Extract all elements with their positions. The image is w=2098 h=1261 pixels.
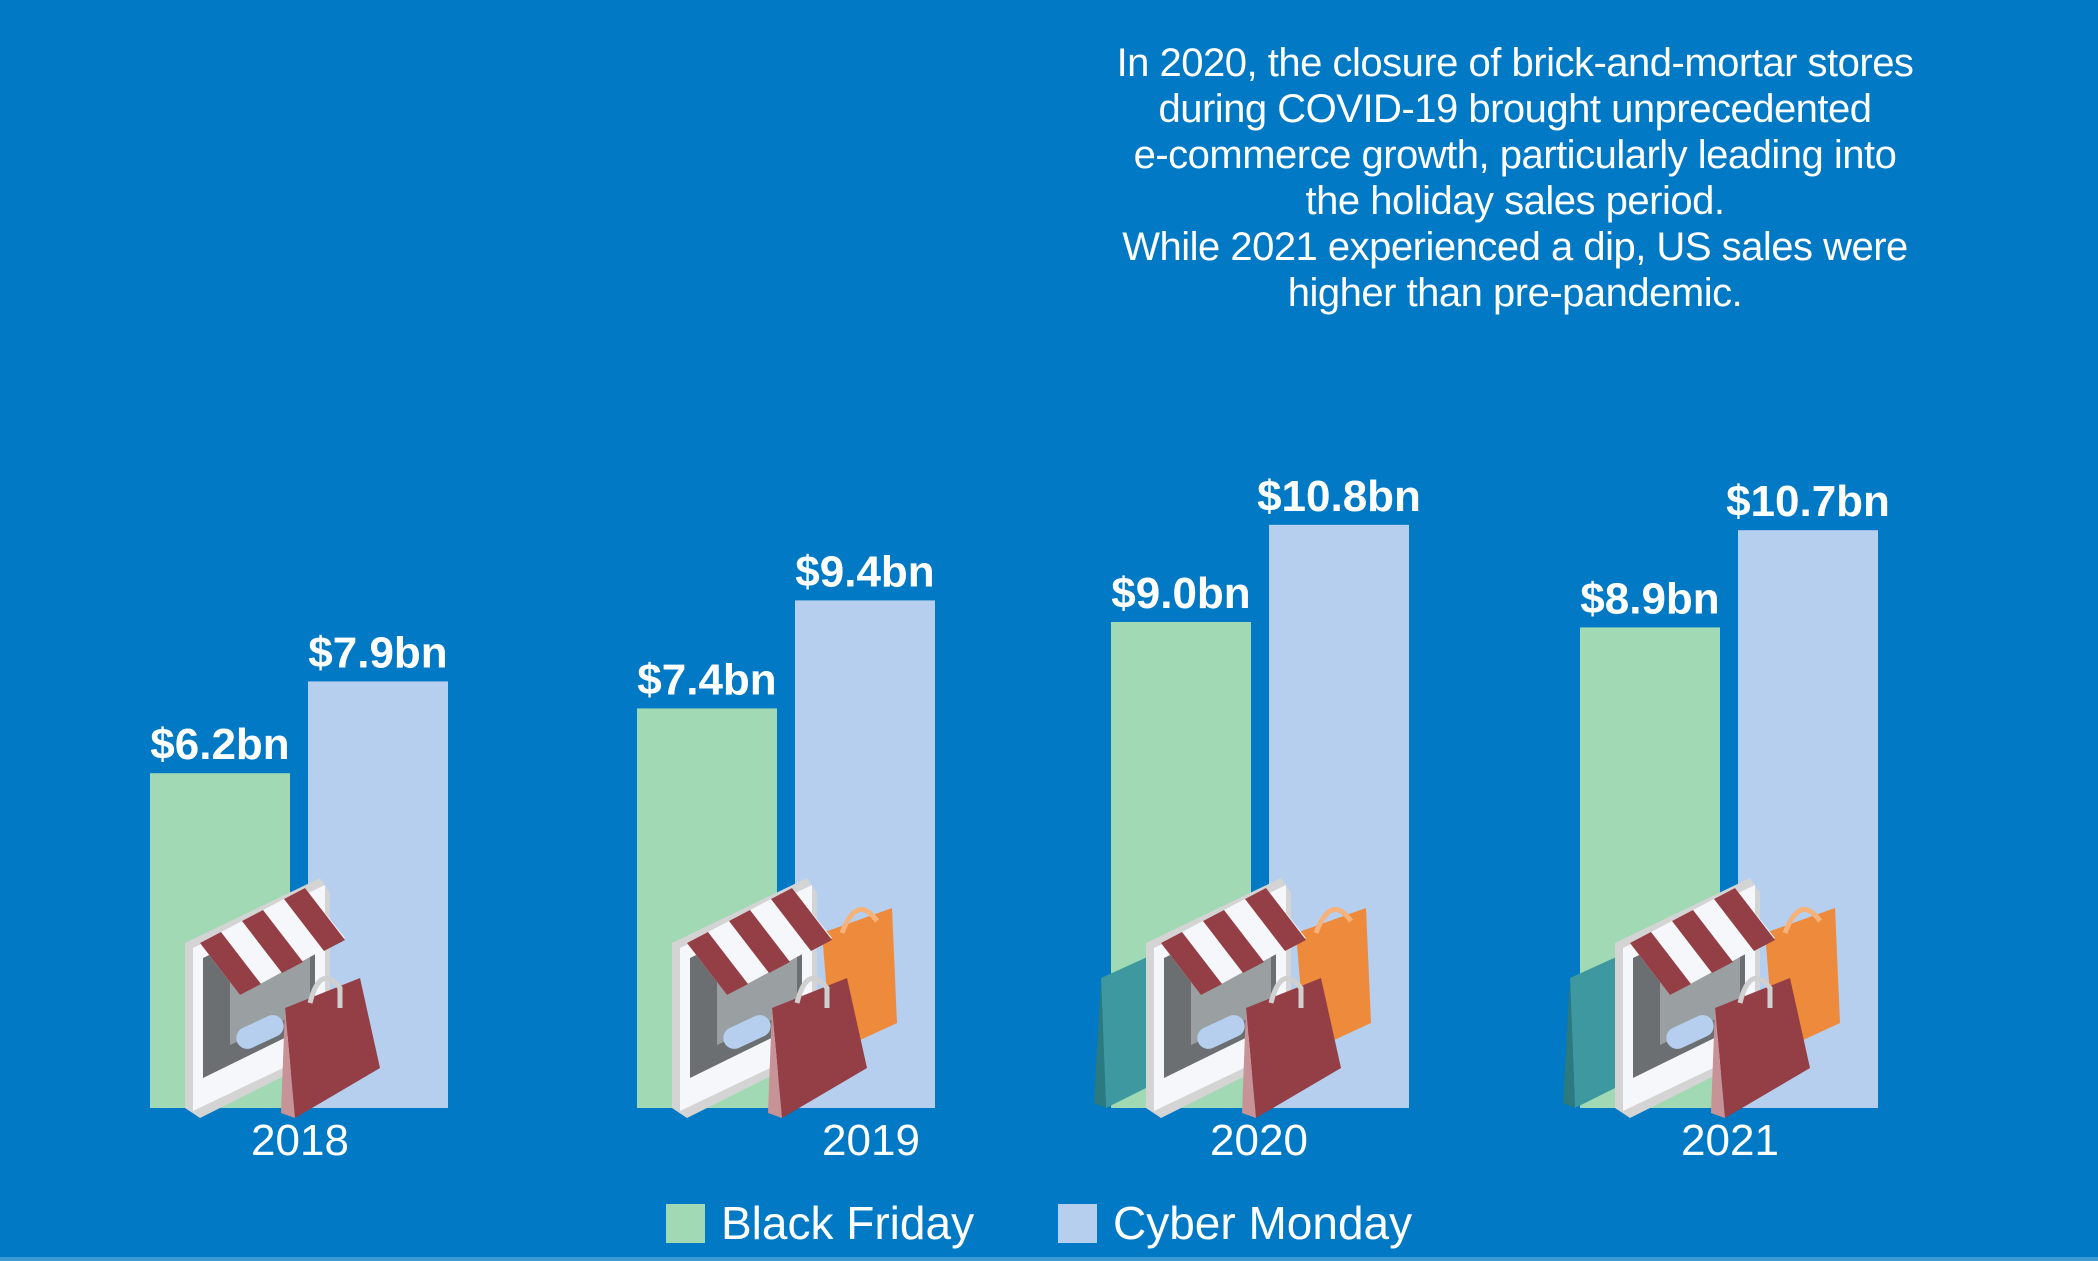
value-label: $9.0bn bbox=[1111, 569, 1250, 618]
annotation-line: While 2021 experienced a dip, US sales w… bbox=[1122, 225, 1908, 269]
annotation-line: during COVID-19 brought unprecedented bbox=[1158, 87, 1872, 131]
value-label: $6.2bn bbox=[150, 720, 289, 769]
annotation-line: e-commerce growth, particularly leading … bbox=[1133, 133, 1897, 177]
legend-label: Cyber Monday bbox=[1113, 1197, 1413, 1249]
shop-tablet-icon bbox=[1563, 878, 1840, 1118]
x-tick-label: 2019 bbox=[822, 1116, 920, 1165]
value-label: $9.4bn bbox=[795, 547, 934, 596]
annotation-line: the holiday sales period. bbox=[1305, 179, 1725, 223]
shopping-bag-icon bbox=[1563, 953, 1625, 1108]
x-tick-label: 2021 bbox=[1681, 1116, 1779, 1165]
shopping-bag-icon bbox=[1242, 975, 1341, 1118]
annotation-line: higher than pre-pandemic. bbox=[1287, 271, 1743, 315]
value-label: $8.9bn bbox=[1580, 574, 1719, 623]
legend-cyber-monday: Cyber Monday bbox=[1058, 1196, 1412, 1250]
value-label: $10.7bn bbox=[1726, 477, 1890, 526]
shopping-bag-icon bbox=[1094, 953, 1156, 1108]
shop-tablet-icon bbox=[672, 878, 897, 1118]
x-tick-label: 2018 bbox=[251, 1116, 349, 1165]
x-tick-label: 2020 bbox=[1210, 1116, 1308, 1165]
legend-swatch-black-friday bbox=[666, 1203, 705, 1243]
annotation-line: In 2020, the closure of brick-and-mortar… bbox=[1116, 41, 1914, 85]
shopping-bag-icon bbox=[768, 975, 867, 1118]
bottom-divider bbox=[0, 1257, 2098, 1261]
value-label: $7.4bn bbox=[637, 655, 776, 704]
value-label: $10.8bn bbox=[1257, 472, 1421, 521]
shopping-bag-icon bbox=[1711, 975, 1810, 1118]
value-label: $7.9bn bbox=[308, 628, 447, 677]
legend-swatch-cyber-monday bbox=[1058, 1203, 1097, 1243]
annotation-text: In 2020, the closure of brick-and-mortar… bbox=[1015, 40, 2015, 316]
shopping-bag-icon bbox=[281, 975, 380, 1118]
shop-tablet-icon bbox=[1094, 878, 1371, 1118]
shop-tablet-icon bbox=[185, 878, 380, 1118]
legend-black-friday: Black Friday bbox=[666, 1196, 974, 1250]
legend-label: Black Friday bbox=[721, 1197, 975, 1249]
